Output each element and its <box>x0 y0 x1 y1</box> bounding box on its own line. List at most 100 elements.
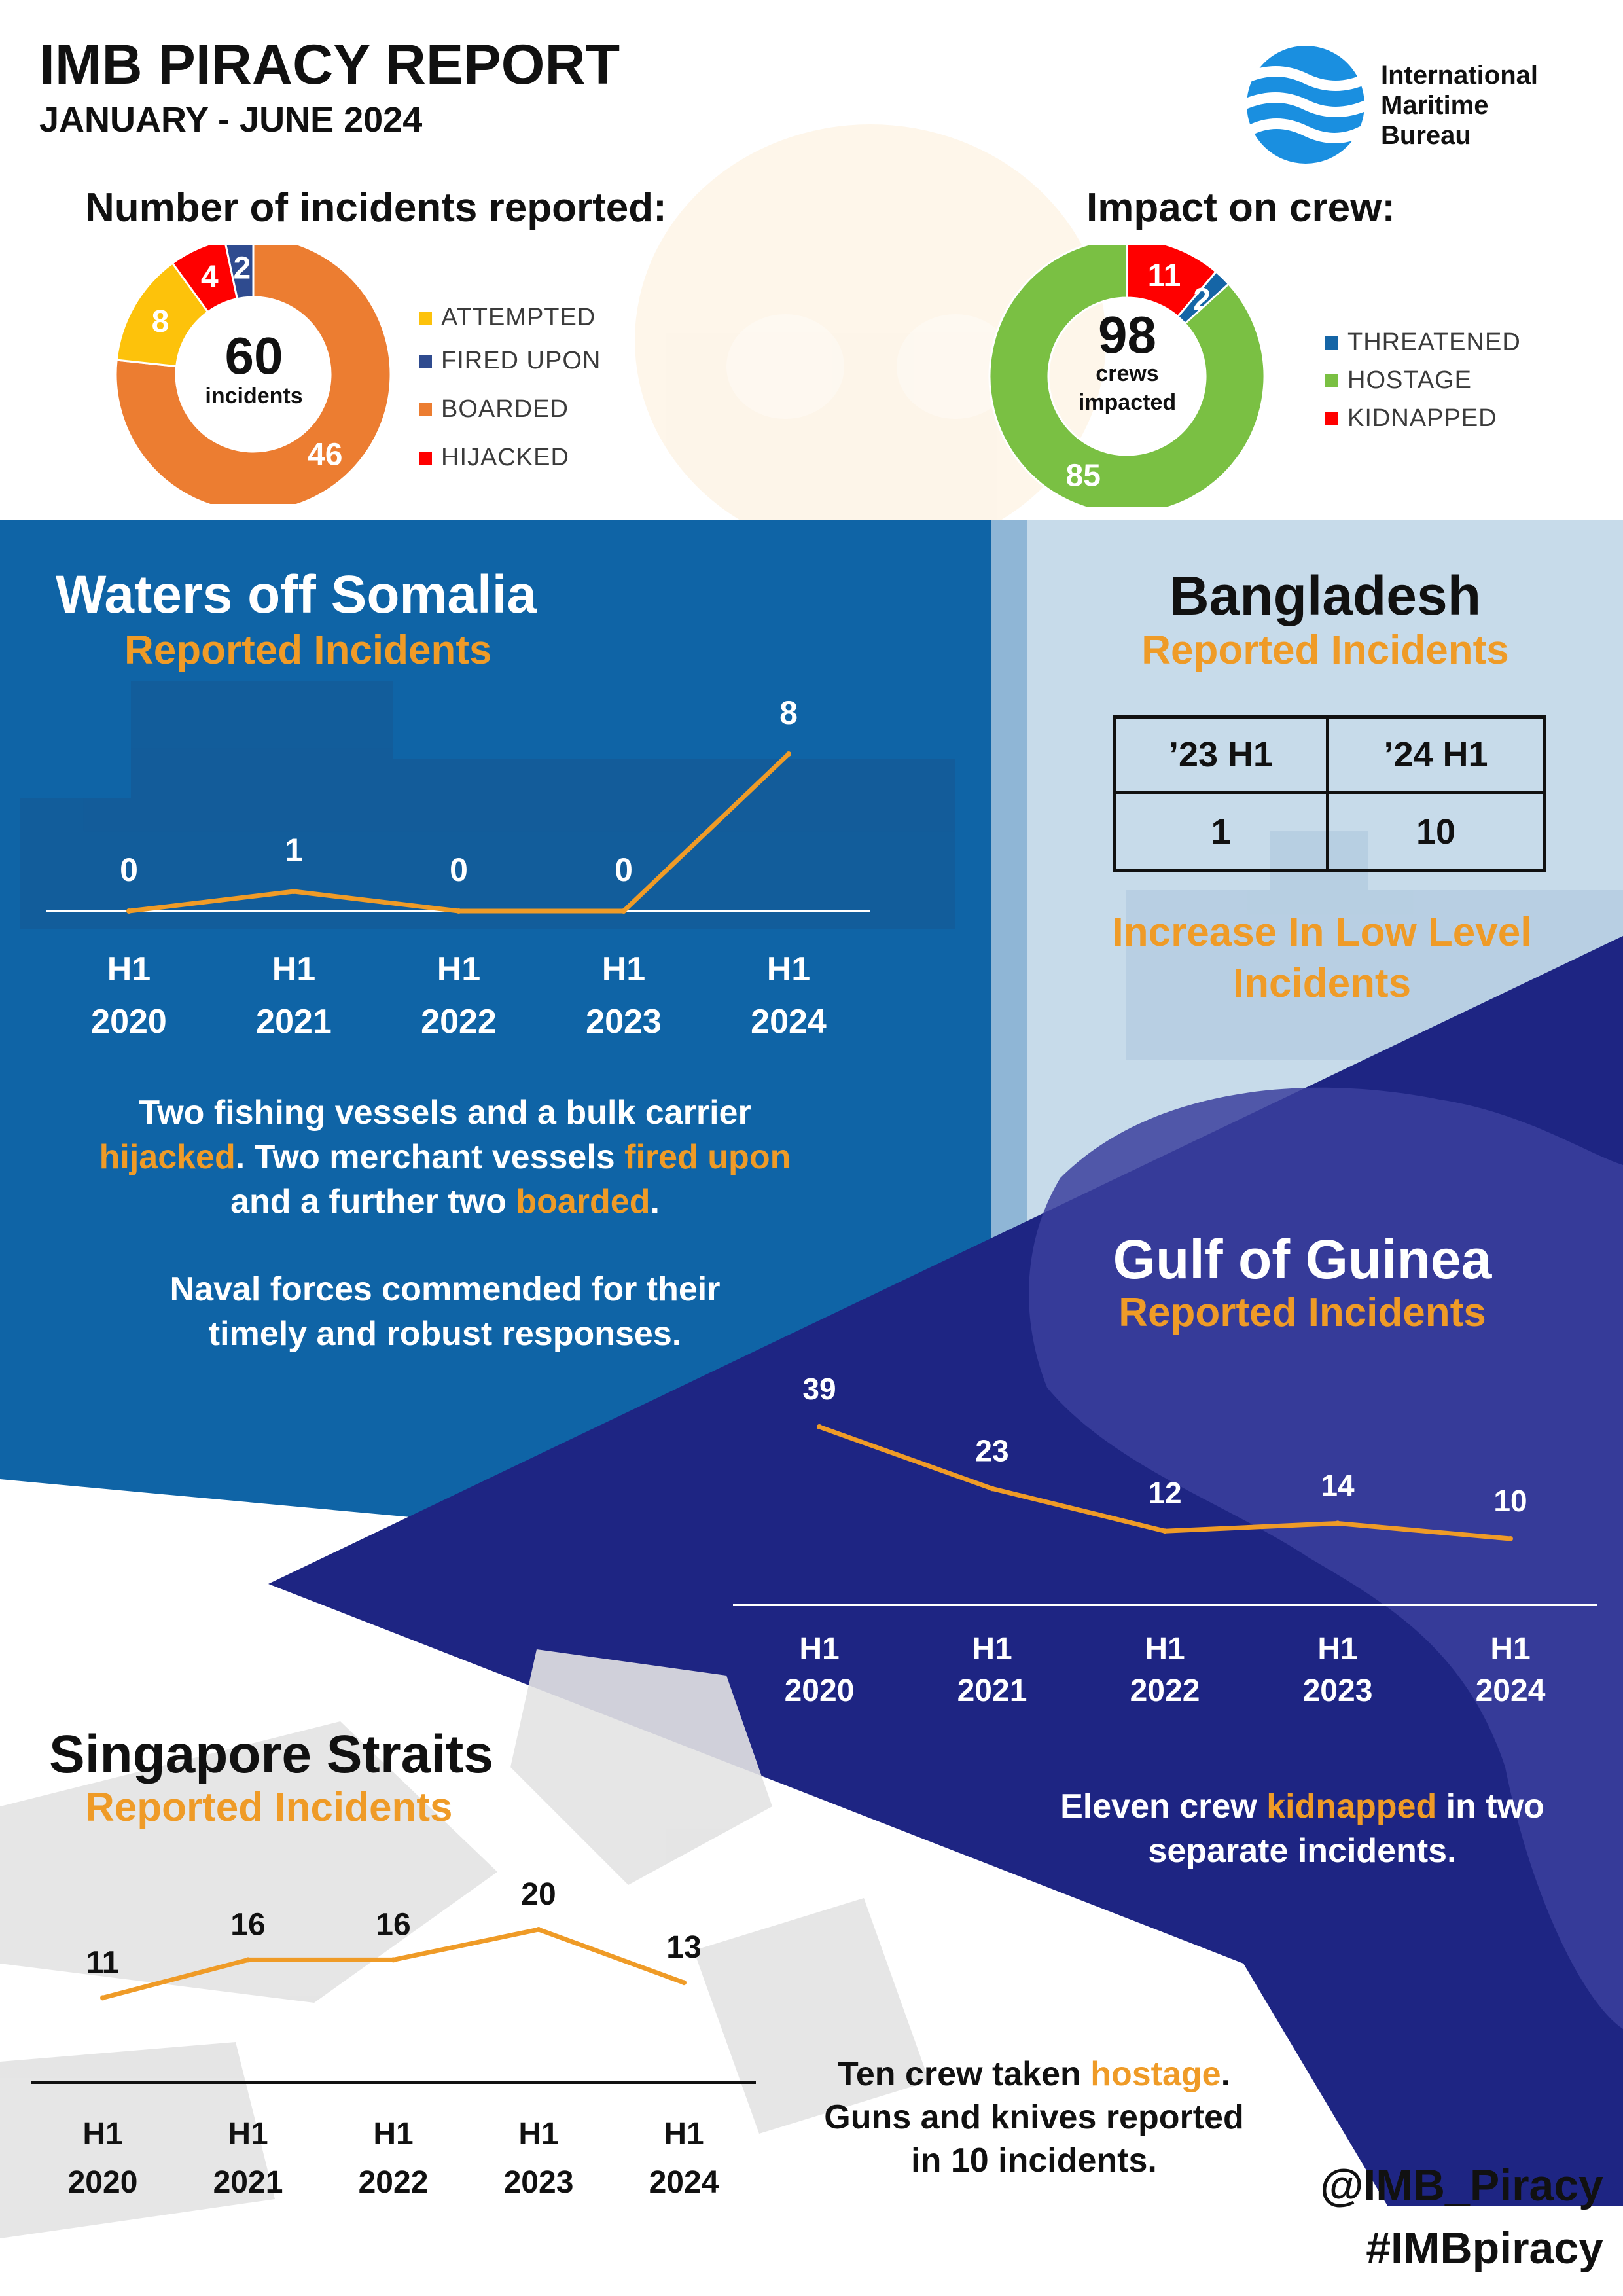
incidents-total-label: incidents <box>205 384 303 408</box>
singapore-highlight: hostage <box>1090 2055 1221 2093</box>
somalia-text-line: Naval forces commended for their <box>169 1270 721 1308</box>
org-name-line-1: International <box>1381 61 1539 90</box>
incidents-heading: Number of incidents reported: <box>85 185 667 230</box>
x-tick-label: H1 <box>1145 1632 1185 1666</box>
x-tick-label: H1 <box>437 950 480 988</box>
donut-value-label: 11 <box>1148 259 1181 293</box>
crew-total: 98 <box>1098 306 1156 364</box>
x-tick-label: H1 <box>518 2117 558 2151</box>
data-label: 8 <box>779 694 798 731</box>
x-tick-label: H1 <box>602 950 645 988</box>
somalia-title: Waters off Somalia <box>56 565 537 624</box>
somalia-highlight: boarded <box>516 1183 651 1221</box>
data-label: 0 <box>450 852 468 888</box>
legend-label: HOSTAGE <box>1347 367 1472 394</box>
table-header-cell: ’23 H1 <box>1116 719 1329 794</box>
somalia-text-line: . Two merchant vessels <box>235 1138 625 1176</box>
legend-label: HIJACKED <box>441 444 569 471</box>
legend-swatch <box>1325 374 1338 387</box>
data-point <box>1335 1520 1340 1526</box>
x-tick-label: 2023 <box>504 2165 574 2200</box>
page-title: IMB PIRACY REPORT <box>39 33 620 96</box>
legend-kidnapped: KIDNAPPED <box>1325 404 1497 433</box>
legend-threatened: THREATENED <box>1325 329 1521 357</box>
legend-hijacked: HIJACKED <box>419 444 569 472</box>
x-tick-label: H1 <box>1490 1632 1530 1666</box>
bangladesh-note-line: Incidents <box>1232 961 1412 1006</box>
x-tick-label: H1 <box>767 950 810 988</box>
skull-watermark <box>635 124 1106 556</box>
x-tick-label: 2024 <box>751 1003 827 1041</box>
data-point <box>456 908 461 914</box>
twitter-handle[interactable]: @IMB_Piracy <box>1320 2161 1603 2210</box>
legend-swatch <box>1325 336 1338 350</box>
x-tick-label: 2023 <box>586 1003 662 1041</box>
donut-slice-fired-upon <box>224 245 255 300</box>
guinea-text: Eleven crew kidnapped in two separate in… <box>1021 1784 1584 1873</box>
donut-value-label: 46 <box>308 438 342 473</box>
data-point <box>291 889 296 894</box>
singapore-subtitle: Reported Incidents <box>85 1785 453 1830</box>
legend-swatch <box>1325 412 1338 425</box>
x-tick-label: 2023 <box>1303 1674 1373 1708</box>
singapore-text-line: in 10 incidents. <box>911 2142 1157 2179</box>
x-tick-label: H1 <box>82 2117 122 2151</box>
guinea-text-line: separate incidents. <box>1148 1832 1457 1870</box>
bangladesh-subtitle: Reported Incidents <box>1141 628 1509 673</box>
x-tick-label: 2020 <box>785 1674 855 1708</box>
x-tick-label: H1 <box>799 1632 839 1666</box>
data-point <box>391 1957 396 1963</box>
guinea-text-line: in two <box>1436 1787 1544 1825</box>
x-tick-label: 2021 <box>256 1003 332 1041</box>
data-label: 13 <box>666 1930 701 1965</box>
data-point <box>1508 1536 1513 1542</box>
donut-value-label: 8 <box>152 304 169 339</box>
legend-label: KIDNAPPED <box>1347 404 1497 432</box>
data-label: 39 <box>802 1372 836 1406</box>
somalia-text-2: Naval forces commended for their timely … <box>39 1267 851 1356</box>
somalia-highlight: hijacked <box>99 1138 236 1176</box>
waves-globe-icon <box>1241 46 1370 164</box>
data-point <box>1162 1528 1168 1534</box>
page-subtitle: JANUARY - JUNE 2024 <box>39 100 423 139</box>
legend-hostage: HOSTAGE <box>1325 367 1472 395</box>
data-label: 0 <box>615 852 633 888</box>
data-point <box>536 1927 541 1932</box>
x-tick-label: H1 <box>228 2117 268 2151</box>
x-tick-label: 2021 <box>957 1674 1027 1708</box>
guinea-highlight: kidnapped <box>1266 1787 1437 1825</box>
data-label: 12 <box>1148 1476 1181 1510</box>
somalia-text-line: . <box>650 1183 660 1221</box>
data-label: 14 <box>1321 1468 1355 1502</box>
data-point <box>681 1980 687 1986</box>
data-label: 23 <box>975 1433 1008 1467</box>
crew-total-label-2: impacted <box>1078 390 1177 415</box>
legend-boarded: BOARDED <box>419 395 569 423</box>
data-label: 20 <box>521 1877 556 1912</box>
legend-fired-upon: FIRED UPON <box>419 347 601 375</box>
data-label: 0 <box>120 852 138 888</box>
org-name: International Maritime Bureau <box>1381 60 1538 151</box>
hashtag[interactable]: #IMBpiracy <box>1366 2223 1603 2273</box>
bangladesh-table: ’23 H1 ’24 H1 1 10 <box>1113 715 1546 872</box>
incidents-donut: 46 84 2 <box>115 245 392 504</box>
somalia-text-line: Two fishing vessels and a bulk carrier <box>139 1094 751 1132</box>
incidents-total: 60 <box>224 327 283 385</box>
bangladesh-title: Bangladesh <box>1169 565 1482 626</box>
singapore-map-shapes <box>0 1649 929 2238</box>
data-point <box>817 1424 822 1429</box>
legend-label: BOARDED <box>441 395 569 423</box>
somalia-text-line: timely and robust responses. <box>208 1315 682 1353</box>
guinea-subtitle: Reported Incidents <box>1118 1290 1486 1335</box>
x-tick-label: H1 <box>972 1632 1012 1666</box>
table-header-cell: ’24 H1 <box>1329 719 1543 794</box>
data-point <box>621 908 626 914</box>
singapore-text: Ten crew taken hostage. Guns and knives … <box>772 2053 1296 2182</box>
somalia-text-1: Two fishing vessels and a bulk carrier h… <box>39 1090 851 1224</box>
legend-label: FIRED UPON <box>441 347 601 374</box>
data-point <box>245 1957 251 1963</box>
